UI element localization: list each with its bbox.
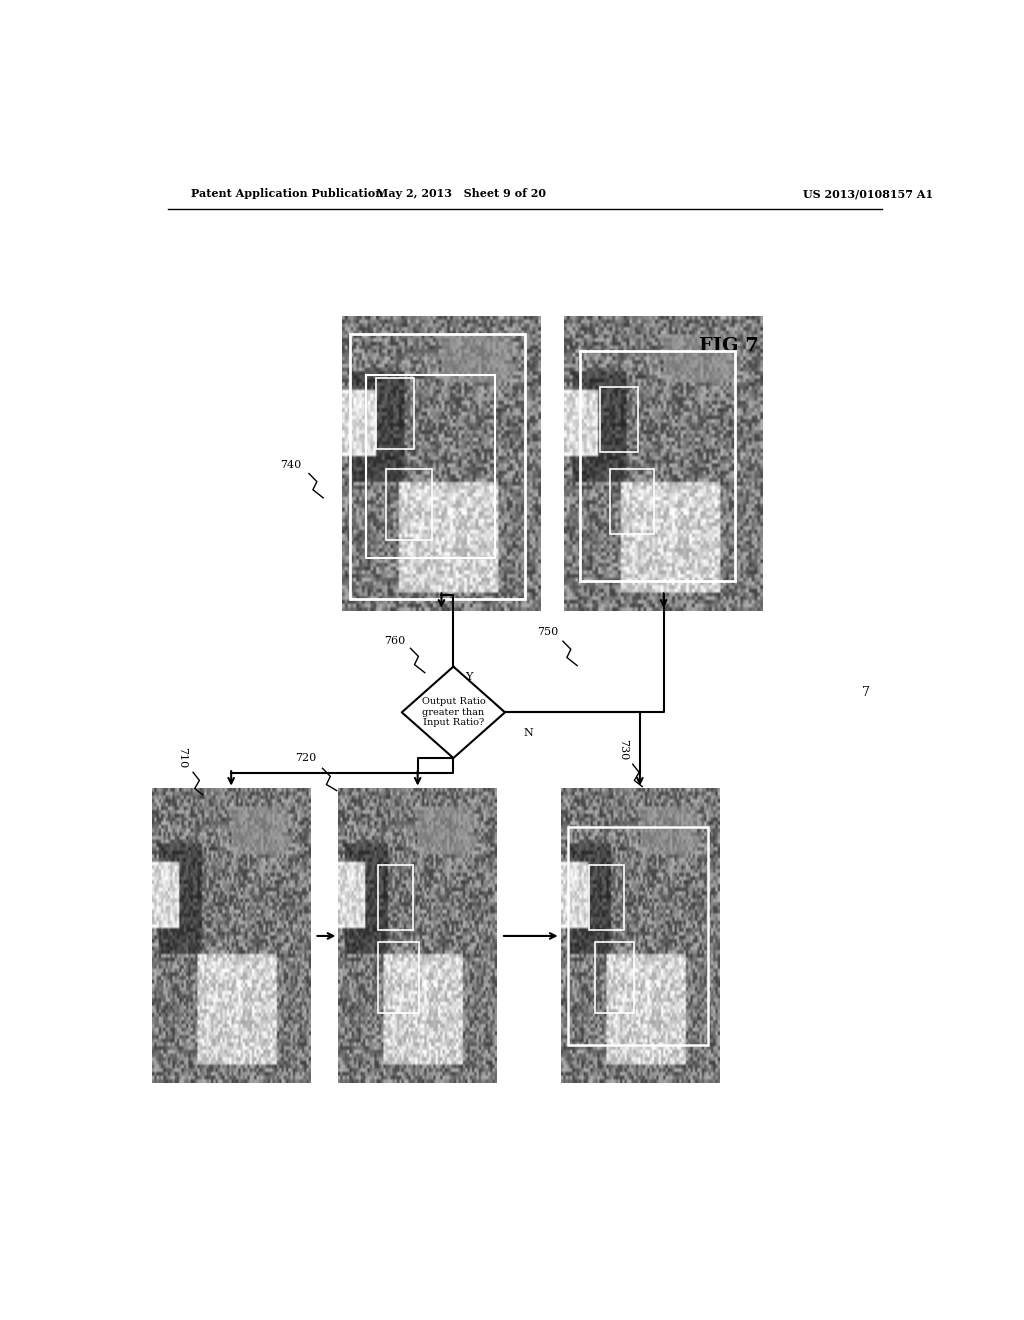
- Bar: [350, 334, 524, 599]
- Bar: [378, 865, 413, 931]
- Bar: [568, 826, 709, 1045]
- Text: 720: 720: [295, 754, 316, 763]
- Bar: [610, 469, 653, 535]
- Text: 750: 750: [537, 627, 558, 638]
- Text: 740: 740: [280, 461, 301, 470]
- Text: US 2013/0108157 A1: US 2013/0108157 A1: [803, 189, 933, 199]
- Bar: [595, 942, 634, 1012]
- Bar: [367, 375, 495, 557]
- Text: 7: 7: [862, 685, 870, 698]
- Text: 730: 730: [617, 739, 628, 760]
- Text: May 2, 2013   Sheet 9 of 20: May 2, 2013 Sheet 9 of 20: [376, 189, 547, 199]
- Bar: [581, 351, 735, 581]
- Bar: [376, 378, 414, 449]
- Text: Y: Y: [466, 672, 473, 681]
- Bar: [589, 865, 624, 931]
- Text: Patent Application Publication: Patent Application Publication: [191, 189, 384, 199]
- Bar: [600, 387, 638, 451]
- Text: N: N: [524, 727, 534, 738]
- Bar: [386, 469, 431, 540]
- Text: FIG 7: FIG 7: [699, 338, 759, 355]
- Text: 710: 710: [177, 747, 187, 768]
- Bar: [378, 942, 419, 1012]
- Text: Output Ratio
greater than
Input Ratio?: Output Ratio greater than Input Ratio?: [422, 697, 485, 727]
- Text: 760: 760: [384, 636, 406, 647]
